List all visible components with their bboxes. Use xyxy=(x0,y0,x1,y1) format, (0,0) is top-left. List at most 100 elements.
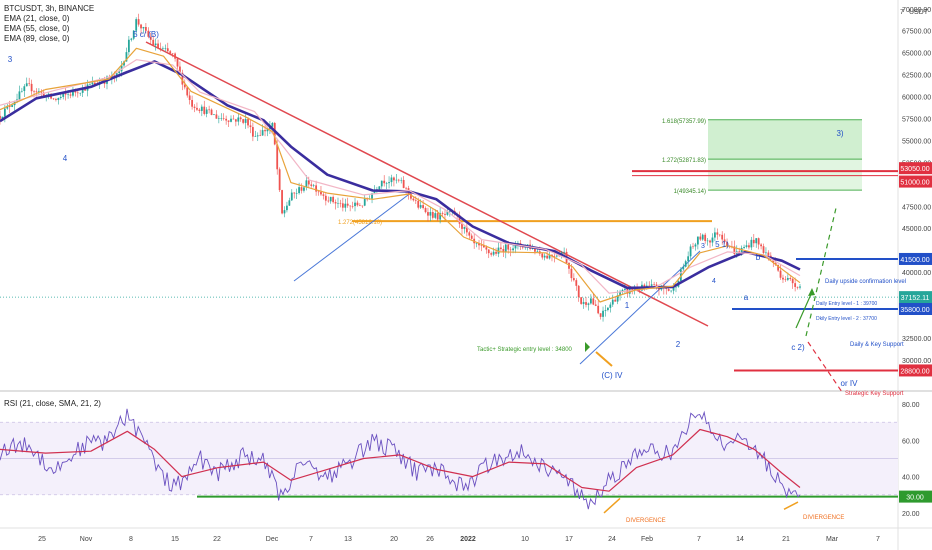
red-top-badge-bg xyxy=(899,162,932,175)
candle-body xyxy=(380,180,383,187)
candle-body xyxy=(69,94,72,96)
fib-zone-upper xyxy=(708,119,862,160)
candle-body xyxy=(329,196,332,202)
divergence-label-2: DIVIERGENCE xyxy=(803,515,844,521)
candle-body xyxy=(293,192,296,194)
candle-body xyxy=(371,193,373,199)
fib-label: 1.272(52871.83) xyxy=(662,158,706,164)
candle-body xyxy=(271,123,274,127)
candle-body xyxy=(721,234,724,240)
candle-body xyxy=(179,66,181,73)
candle-body xyxy=(162,48,164,49)
candle-body xyxy=(303,187,305,191)
orange-level-label: 1.272(45812.10) xyxy=(338,220,382,226)
candle-body xyxy=(568,263,570,269)
candle-body xyxy=(310,184,313,186)
x-tick-label: 10 xyxy=(521,536,529,543)
current-price-badge-bg xyxy=(899,291,932,304)
entry-marker xyxy=(585,342,590,352)
candle-body xyxy=(388,182,390,184)
candle-body xyxy=(548,254,551,259)
candle-body xyxy=(745,245,748,247)
candle-body xyxy=(59,96,62,98)
candle-body xyxy=(733,246,736,254)
candle-body xyxy=(205,109,208,114)
candle-body xyxy=(196,107,198,110)
projection-arrow-up xyxy=(795,291,813,329)
candle-body xyxy=(89,84,91,85)
candle-body xyxy=(254,136,257,137)
candle-body xyxy=(395,179,398,181)
x-tick-label: 26 xyxy=(426,536,434,543)
rsi-tick-label: 40.00 xyxy=(902,475,920,482)
daily-key-support-text: Daily & Key Support xyxy=(850,342,904,348)
rsi-30-badge: 30.00 xyxy=(906,495,924,502)
ema89-line xyxy=(0,60,801,290)
candle-body xyxy=(152,39,155,46)
candle-body xyxy=(166,48,169,52)
y-tick-label: 67500.00 xyxy=(902,29,931,36)
candle-body xyxy=(412,198,415,201)
candle-body xyxy=(536,251,539,252)
y-tick-label: 70000.00 xyxy=(902,7,931,14)
candle-body xyxy=(587,303,590,305)
rsi-tick-label: 80.00 xyxy=(902,402,920,409)
candle-body xyxy=(20,90,23,92)
candle-body xyxy=(183,84,186,88)
x-tick-label: 8 xyxy=(129,536,133,543)
candle-body xyxy=(125,52,128,62)
candle-body xyxy=(93,82,96,85)
channel-arrow-line xyxy=(293,191,413,282)
candle-body xyxy=(765,252,767,254)
candle-body xyxy=(244,119,247,123)
candle-body xyxy=(614,299,617,302)
candle-body xyxy=(653,284,656,285)
candle-body xyxy=(247,119,249,126)
candle-body xyxy=(351,206,354,207)
candle-body xyxy=(385,183,388,184)
candle-body xyxy=(210,109,213,115)
candle-body xyxy=(543,255,546,258)
candle-body xyxy=(383,180,386,184)
candle-body xyxy=(259,135,262,136)
candle-body xyxy=(213,114,215,116)
candle-body xyxy=(692,246,694,248)
candle-body xyxy=(237,117,240,122)
candle-body xyxy=(220,118,223,119)
candle-body xyxy=(346,203,349,206)
candle-body xyxy=(796,286,799,288)
candle-body xyxy=(429,212,432,216)
candles xyxy=(0,13,801,322)
candle-body xyxy=(417,200,420,208)
candle-body xyxy=(526,244,529,246)
candle-body xyxy=(444,213,446,215)
candle-body xyxy=(159,48,162,49)
candle-body xyxy=(232,118,235,120)
candle-body xyxy=(750,239,753,248)
candle-body xyxy=(463,226,466,229)
candle-body xyxy=(337,202,339,204)
blue-35800-badge-bg xyxy=(899,302,932,315)
projection-arrowhead xyxy=(808,288,815,296)
candle-body xyxy=(434,213,437,218)
candle-body xyxy=(147,30,150,37)
x-tick-label: 14 xyxy=(736,536,744,543)
candle-body xyxy=(638,289,641,291)
candle-body xyxy=(23,86,26,91)
candle-body xyxy=(295,193,298,194)
candle-body xyxy=(137,19,140,25)
daily-upside-text: Daily upside confirmation level xyxy=(825,279,906,285)
daily-entry-2-text: Dkily Entry level - 2 : 37700 xyxy=(816,316,877,322)
candle-body xyxy=(551,254,553,256)
candle-body xyxy=(682,266,685,270)
candle-body xyxy=(378,186,381,190)
candle-body xyxy=(410,193,412,199)
candle-body xyxy=(475,243,478,244)
y-tick-label: 32500.00 xyxy=(902,336,931,343)
candle-body xyxy=(755,238,758,244)
candle-body xyxy=(718,234,721,236)
wave-label-C-IV: (C) IV xyxy=(602,371,624,380)
wave-label-or-IV: or IV xyxy=(841,379,859,388)
candle-body xyxy=(35,91,38,93)
candle-body xyxy=(120,65,123,72)
